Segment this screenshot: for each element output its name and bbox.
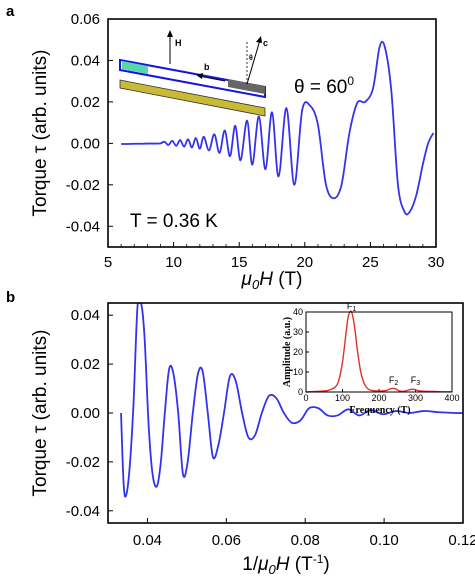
panel-a-series-line <box>121 40 435 216</box>
inset-peak-label: F2 <box>389 375 399 387</box>
panel-a-tick-labels: 5 10 15 20 25 30 -0.04 -0.02 0.00 0.02 0.04 0.06 <box>66 11 445 271</box>
panel-b-ticks <box>108 314 464 523</box>
inset-xtick-label: 0 <box>303 393 308 403</box>
panel-b-frame <box>107 302 464 524</box>
panel-a-xtick-label: 25 <box>362 254 379 271</box>
panel-a-ytick-label: 0.06 <box>71 11 100 28</box>
panel-a-xtick-label: 30 <box>428 254 445 271</box>
panel-b-xtick-label: 0.06 <box>212 532 241 549</box>
panel-b-xtick-label: 0.08 <box>291 532 320 549</box>
panel-b-ytick-label: -0.02 <box>66 454 100 471</box>
panel-b-ytick-label: 0.00 <box>71 405 100 422</box>
panel-b: b 0.04 0.06 0.08 0.10 0.12 -0.04 -0.02 0.00 0.02… <box>6 289 475 577</box>
panel-a-ylabel: Torque τ (arb. units) <box>30 50 51 217</box>
theta-annotation-degree: 0 <box>347 74 354 88</box>
inset-xtick-label: 400 <box>444 393 459 403</box>
panel-b-xlabel: 1/μ0H (T-1) <box>242 552 329 577</box>
panel-a-frame <box>107 18 437 248</box>
panel-b-xtick-label: 0.12 <box>448 532 475 549</box>
panel-b-ytick-label: 0.02 <box>71 356 100 373</box>
panel-a-ytick-label: 0.02 <box>71 94 100 111</box>
panel-a-xtick-label: 5 <box>104 254 112 271</box>
inset-ylabel: Amplitude (a.u.) <box>282 317 293 387</box>
panel-a-xlabel: μ0H (T) <box>241 269 303 292</box>
panel-a-xtick-label: 20 <box>296 254 313 271</box>
panel-a-xtick-label: 10 <box>165 254 182 271</box>
panel-b-ytick-label: -0.04 <box>66 503 100 520</box>
panel-b-letter: b <box>6 289 15 306</box>
label-theta-small: θ <box>249 55 253 62</box>
panel-a-ytick-label: 0.00 <box>71 135 100 152</box>
panel-a: a 5 10 15 20 25 30-0.04-0.020.000.020.040.06 … <box>6 3 444 292</box>
panel-b-xtick-label: 0.04 <box>133 532 162 549</box>
panel-a-ytick-label: -0.02 <box>66 177 100 194</box>
inset-xtick-label: 200 <box>371 393 386 403</box>
panel-b-xtick-label: 0.10 <box>370 532 399 549</box>
inset-xlabel: Frequency (T) <box>349 405 410 416</box>
inset-peak-label: F3 <box>411 375 421 387</box>
inset-peak-labels: F1 F2 F3 <box>347 301 420 387</box>
panel-a-ytick-label: 0.04 <box>71 52 100 69</box>
inset-ytick-label: 20 <box>293 347 303 357</box>
panel-a-xtick-label: 15 <box>231 254 248 271</box>
label-H: H <box>175 38 182 48</box>
crystal-schematic: H b c θ <box>119 30 268 117</box>
theta-annotation-text: θ = 60 <box>294 77 347 98</box>
inset-frame <box>305 311 453 393</box>
panel-a-letter: a <box>6 3 15 20</box>
theta-annotation: θ = 600 <box>294 74 354 98</box>
inset-series-line <box>305 310 453 393</box>
inset-xtick-label: 300 <box>408 393 423 403</box>
inset-background <box>302 312 456 396</box>
panel-b-ytick-label: 0.04 <box>71 307 100 324</box>
temperature-annotation: T = 0.36 K <box>130 211 218 232</box>
inset-ytick-label: 40 <box>293 307 303 317</box>
label-b: b <box>204 62 210 72</box>
label-c: c <box>263 38 268 48</box>
inset-ytick-label: 10 <box>293 367 303 377</box>
panel-b-series-line <box>120 303 463 498</box>
inset-ytick-label: 0 <box>298 387 303 397</box>
panel-b-tick-labels: 0.04 0.06 0.08 0.10 0.12 -0.04 -0.02 0.00 0.02 0.… <box>66 307 475 549</box>
fft-inset: 0 100 200 300 400 0 10 20 30 40 F1 F2 F3 Amplitude … <box>282 301 460 416</box>
panel-a-ytick-label: -0.04 <box>66 218 100 235</box>
inset-tick-labels: 0 100 200 300 400 0 10 20 30 40 <box>293 307 460 403</box>
inset-xtick-label: 100 <box>335 393 350 403</box>
panel-b-ylabel: Torque τ (arb. units) <box>30 330 51 497</box>
inset-peak-label: F1 <box>347 301 357 313</box>
inset-ytick-label: 30 <box>293 327 303 337</box>
